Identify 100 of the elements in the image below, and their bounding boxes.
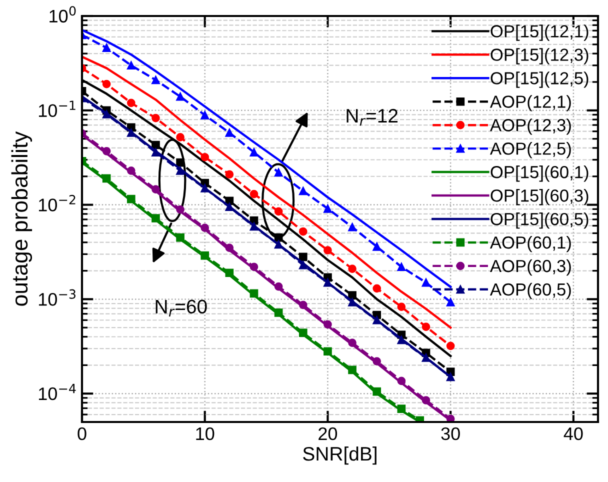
- point: [176, 158, 184, 167]
- point: [200, 251, 210, 260]
- point: [422, 278, 430, 287]
- legend-label: OP[15](60,1): [490, 166, 588, 182]
- point: [446, 414, 455, 422]
- x-tick-label: 20: [318, 427, 338, 440]
- point: [102, 44, 111, 52]
- point: [324, 204, 332, 213]
- point: [250, 190, 258, 198]
- point: [152, 140, 160, 150]
- legend-label: OP[15](60,3): [490, 189, 588, 206]
- point: [152, 214, 160, 222]
- point: [348, 264, 356, 273]
- point: [152, 76, 160, 84]
- point: [102, 174, 111, 183]
- point: [176, 233, 184, 242]
- x-tick-label: 0: [78, 427, 86, 440]
- point: [126, 166, 136, 175]
- point: [298, 328, 308, 338]
- legend-label: AOP(12,1): [490, 95, 571, 112]
- x-tick-label: 10: [196, 427, 214, 440]
- point: [348, 291, 356, 300]
- point: [274, 168, 283, 177]
- point: [422, 396, 430, 404]
- point: [324, 246, 332, 254]
- point: [200, 184, 210, 192]
- point: [372, 242, 382, 251]
- point: [397, 376, 406, 386]
- point: [422, 354, 430, 362]
- point: [397, 404, 406, 413]
- point: [446, 342, 455, 350]
- point: [176, 166, 184, 175]
- legend-label: OP[15](12,5): [490, 72, 588, 88]
- point: [298, 252, 308, 262]
- legend-label: OP[15](60,5): [490, 212, 588, 229]
- point: [176, 92, 184, 101]
- point: [250, 222, 258, 231]
- y-tick-label: 10$^{−4}$: [38, 384, 76, 400]
- legend-label: AOP(12,5): [490, 142, 571, 158]
- point: [348, 338, 356, 347]
- point: [372, 387, 382, 396]
- annotation: N$_{r}$=60: [156, 300, 207, 317]
- point: [397, 302, 406, 311]
- point: [225, 170, 234, 179]
- point: [372, 284, 382, 293]
- point: [397, 262, 406, 272]
- point: [250, 289, 258, 298]
- point: [200, 152, 210, 162]
- point: [274, 240, 283, 249]
- point: [126, 98, 136, 108]
- point: [422, 322, 430, 331]
- point: [298, 227, 308, 236]
- point: [348, 366, 356, 374]
- point: [176, 133, 184, 142]
- point: [225, 128, 234, 137]
- legend-label: OP[15](12,1): [490, 24, 588, 41]
- point: [324, 278, 332, 287]
- point: [225, 202, 234, 212]
- point: [274, 308, 283, 317]
- point: [126, 194, 136, 204]
- point: [298, 300, 308, 310]
- point: [152, 114, 160, 122]
- point: [126, 128, 136, 137]
- point: [372, 357, 382, 366]
- legend-label: AOP(60,1): [490, 236, 571, 252]
- point: [324, 347, 332, 356]
- legend-label: AOP(12,3): [490, 118, 571, 135]
- point: [200, 111, 210, 120]
- point: [348, 298, 356, 306]
- point: [176, 205, 184, 214]
- point: [102, 110, 111, 118]
- y-tick-label: 10$^{−3}$: [38, 289, 76, 306]
- point: [250, 262, 258, 272]
- point: [348, 222, 356, 232]
- point: [250, 148, 258, 156]
- point: [225, 268, 234, 278]
- legend-label: AOP(60,5): [490, 282, 571, 300]
- point: [372, 316, 382, 324]
- point: [298, 186, 308, 196]
- legend-label: AOP(60,3): [490, 259, 571, 276]
- point: [324, 320, 332, 329]
- x-axis-title: SNR[dB]: [303, 446, 376, 465]
- legend-label: OP[15](12,3): [490, 48, 588, 64]
- y-axis-title: outage probability: [11, 131, 32, 306]
- y-tick-label: 10$^{−2}$: [38, 194, 76, 212]
- annotation: N$_{r}$=12: [346, 108, 398, 126]
- point: [200, 224, 210, 232]
- x-tick-label: 30: [441, 427, 460, 440]
- point: [446, 298, 455, 306]
- point: [102, 80, 111, 88]
- point: [446, 372, 455, 382]
- point: [126, 61, 136, 70]
- point: [225, 244, 234, 252]
- point: [298, 260, 308, 270]
- point: [152, 148, 160, 156]
- x-tick-label: 40: [564, 427, 583, 440]
- point: [102, 146, 111, 156]
- point: [274, 207, 283, 216]
- point: [274, 233, 283, 242]
- point: [152, 185, 160, 194]
